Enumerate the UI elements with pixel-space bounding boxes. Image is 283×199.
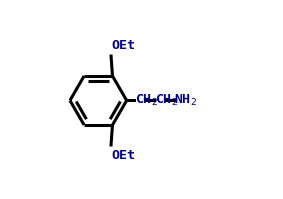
Text: CH$_2$: CH$_2$ xyxy=(155,93,178,108)
Text: CH$_2$: CH$_2$ xyxy=(135,93,158,108)
Text: OEt: OEt xyxy=(112,149,136,162)
Text: OEt: OEt xyxy=(112,39,136,52)
Text: NH$_2$: NH$_2$ xyxy=(174,93,197,108)
